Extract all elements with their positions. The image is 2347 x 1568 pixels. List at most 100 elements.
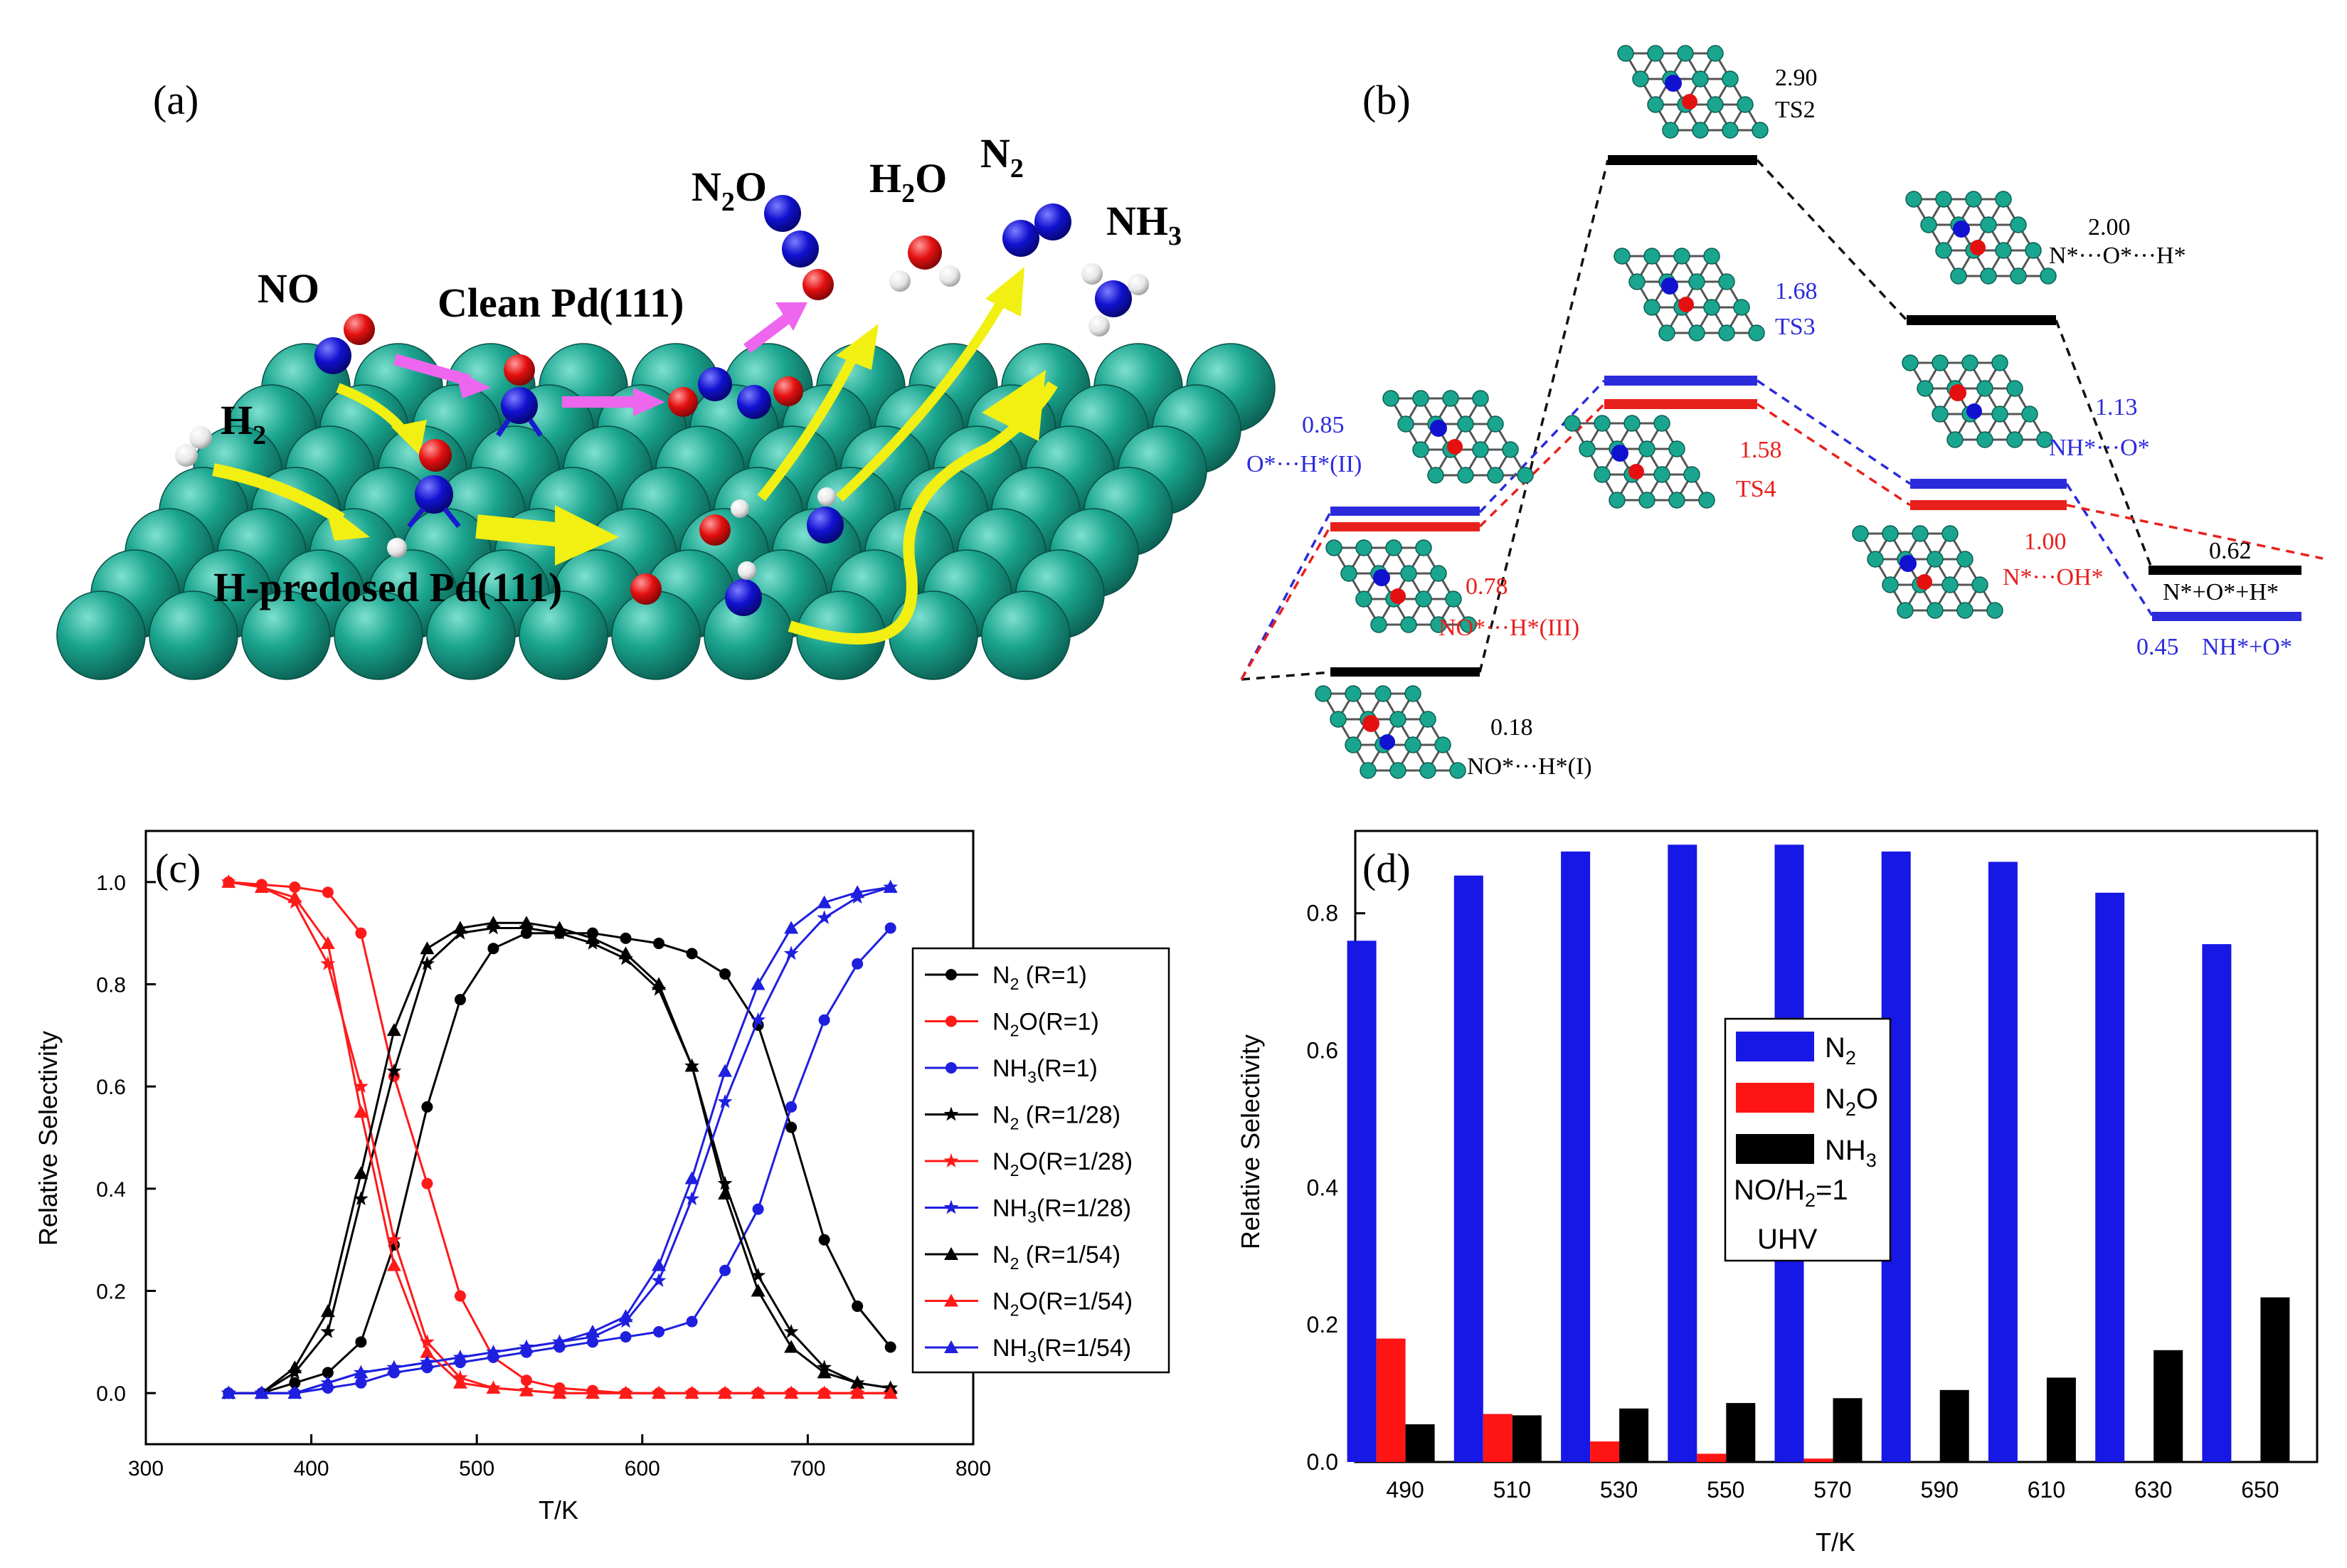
pd-atom (1647, 45, 1664, 62)
bar-nh3 (1726, 1403, 1756, 1462)
series-n2-r-1-28- (221, 920, 899, 1400)
marker-triangle (552, 921, 567, 934)
marker-triangle (287, 1386, 302, 1399)
pd-atom (1472, 390, 1489, 407)
marker-triangle (320, 1304, 335, 1318)
marker-triangle (718, 1064, 733, 1077)
o-atom (419, 439, 452, 472)
lattice-thumbnail (1905, 191, 2057, 285)
pd-atom (1434, 736, 1451, 753)
panel-d: (d) 0.0 0.2 0.4 0.6 0.8 490 510 530 550 570 590 610… (1236, 830, 2319, 1557)
pd-atom (1950, 267, 1967, 285)
marker-circle (818, 1014, 830, 1026)
d-ylabel: Relative Selectivity (1236, 1034, 1265, 1249)
marker-triangle (519, 1383, 534, 1397)
marker-circle (421, 1101, 433, 1113)
panel-c-label: (c) (155, 845, 201, 891)
pd-atom (1733, 299, 1750, 316)
level-bar (1330, 507, 1480, 516)
pd-atom (1487, 467, 1504, 484)
o-atom (1628, 464, 1644, 480)
pd-atom (1487, 415, 1504, 433)
pd-atom (1882, 576, 1899, 593)
y-tick-label: 0.2 (1307, 1312, 1338, 1337)
marker-triangle (850, 885, 865, 899)
level-value: 2.00 (2088, 214, 2131, 240)
marker-triangle (586, 931, 600, 944)
pd-atom (1991, 354, 2008, 371)
lattice-thumbnail (1315, 685, 1466, 779)
series-nh3-r-1-54- (221, 880, 898, 1399)
n-atom (1953, 221, 1970, 238)
pd-atom (1374, 685, 1392, 702)
marker-star (717, 1175, 733, 1190)
marker-triangle (221, 874, 236, 888)
y-tick-label: 0.0 (1307, 1449, 1338, 1475)
arrow-icon (455, 370, 491, 398)
marker-circle (884, 922, 896, 934)
h-atom (817, 487, 836, 506)
marker-circle (289, 1377, 301, 1389)
pd-atom (1956, 602, 1974, 619)
level-bar (1604, 376, 1757, 386)
marker-star (783, 1324, 799, 1338)
marker-triangle (486, 1345, 501, 1358)
pd-atom (1920, 216, 1937, 233)
pd-atom (1718, 273, 1735, 290)
pd-atom (1517, 467, 1534, 484)
level-name: NO*···H*(I) (1467, 753, 1592, 780)
legend-label: N2 (R=1/28) (992, 1102, 1120, 1133)
c-ylabel: Relative Selectivity (33, 1031, 63, 1246)
marker-circle (852, 1301, 864, 1313)
o-atom (1447, 439, 1463, 455)
pd-atom (1658, 324, 1675, 341)
level-bar (1608, 155, 1757, 165)
pd-atom (1397, 415, 1414, 433)
pd-atom (1460, 616, 1477, 633)
pd-atom (1404, 736, 1421, 753)
d-axes: 0.0 0.2 0.4 0.6 0.8 490 510 530 550 570 590 610 630 6… (1307, 901, 2279, 1503)
panel-c: (c) 300 400 500 600 700 800 0.0 0.2 0.4 0.6 0.8 1.0… (33, 830, 1170, 1525)
panel-b: (b) (1240, 45, 2324, 780)
pd-atom (1692, 70, 1709, 88)
pd-atom (56, 590, 146, 680)
x-tick-label: 530 (1600, 1477, 1638, 1503)
pd-atom (1698, 492, 1715, 509)
pd-atom (1912, 525, 1929, 542)
marker-circle (289, 881, 301, 894)
path-connector (1478, 379, 1606, 514)
marker-circle (487, 943, 499, 955)
series-n2-r-1-54- (221, 916, 898, 1399)
pd-atom (1472, 441, 1489, 458)
pd-atom (1976, 380, 1993, 397)
x-tick-label: 490 (1386, 1477, 1424, 1503)
level-value: 0.85 (1302, 412, 1345, 438)
n-atom (782, 231, 819, 267)
marker-circle (520, 1374, 532, 1387)
o-atom (908, 235, 942, 270)
h-atom (939, 265, 960, 287)
pd-atom (1703, 248, 1720, 265)
marker-triangle (751, 1283, 765, 1297)
level-name: TS3 (1775, 314, 1816, 340)
marker-circle (852, 958, 864, 970)
pd-atom (1905, 191, 1922, 208)
x-tick-label: 600 (625, 1457, 660, 1480)
y-tick-label: 0.6 (96, 1076, 126, 1099)
y-tick-label: 0.4 (1307, 1175, 1338, 1200)
marker-circle (945, 1062, 957, 1074)
bar-n2o (1697, 1453, 1727, 1462)
marker-triangle (386, 1258, 401, 1271)
bond (407, 507, 461, 529)
pd-atom (1445, 590, 1462, 608)
structure-thumbnails (1315, 45, 2057, 779)
arrow-icon (836, 324, 879, 370)
o-atom (773, 376, 803, 406)
series-n2-r-1- (223, 927, 896, 1399)
level-name: O*···H*(II) (1246, 451, 1362, 477)
marker-star (420, 955, 435, 970)
bar-n2o (1590, 1441, 1620, 1462)
level-value: 0.62 (2209, 538, 2252, 564)
legend-label: N2O(R=1/28) (992, 1148, 1133, 1180)
legend-label: NH3(R=1/28) (992, 1195, 1131, 1227)
